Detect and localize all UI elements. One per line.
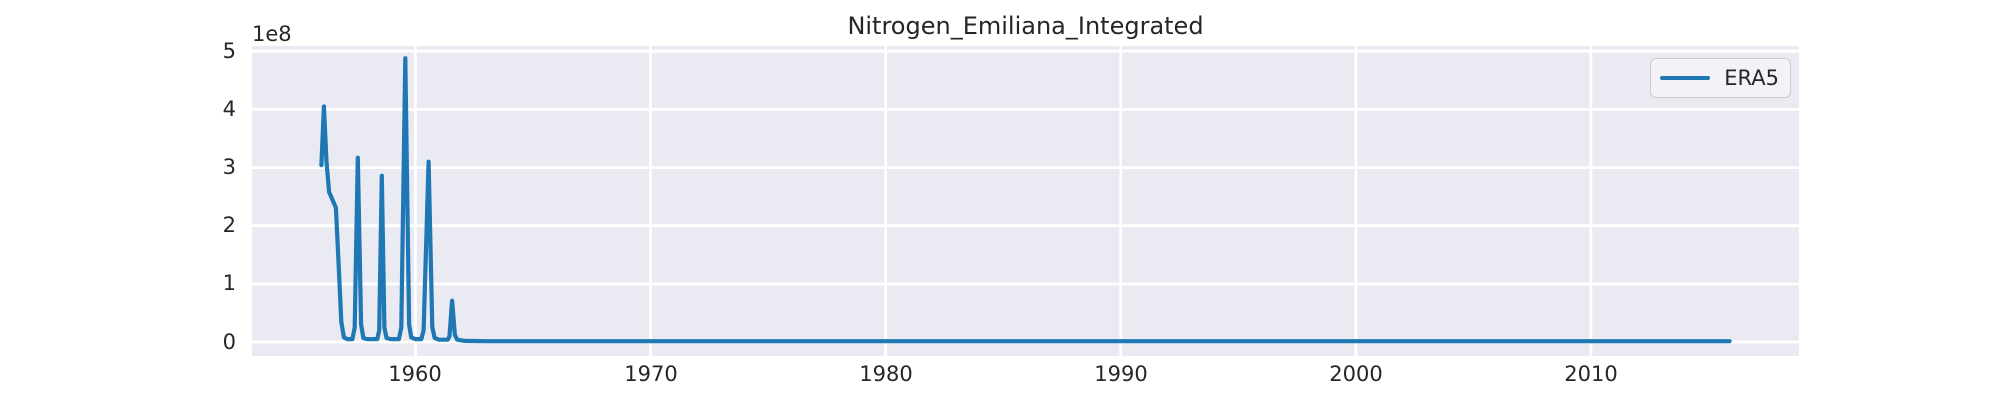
y-tick-label: 3 xyxy=(222,155,236,179)
x-tick-label: 1960 xyxy=(388,362,442,386)
y-axis-offset-label: 1e8 xyxy=(252,22,292,46)
x-tick-label: 2010 xyxy=(1564,362,1618,386)
y-axis-tick-labels: 0 1 2 3 4 5 xyxy=(150,0,236,400)
plot-area: ERA5 xyxy=(252,46,1799,356)
line-chart xyxy=(252,46,1799,356)
chart-title: Nitrogen_Emiliana_Integrated xyxy=(847,12,1204,40)
x-axis-tick-labels: 1960 1970 1980 1990 2000 2010 xyxy=(0,362,2000,392)
x-tick-label: 2000 xyxy=(1329,362,1383,386)
y-tick-label: 1 xyxy=(222,271,236,295)
legend-line-sample xyxy=(1660,75,1711,81)
y-tick-label: 4 xyxy=(222,97,236,121)
era5-series-line xyxy=(319,56,1732,344)
y-tick-label: 0 xyxy=(222,330,236,354)
legend-label: ERA5 xyxy=(1724,66,1779,90)
legend: ERA5 xyxy=(1650,58,1791,98)
y-tick-label: 5 xyxy=(222,39,236,63)
y-tick-label: 2 xyxy=(222,213,236,237)
x-tick-label: 1970 xyxy=(624,362,678,386)
x-tick-label: 1990 xyxy=(1094,362,1148,386)
x-tick-label: 1980 xyxy=(859,362,913,386)
